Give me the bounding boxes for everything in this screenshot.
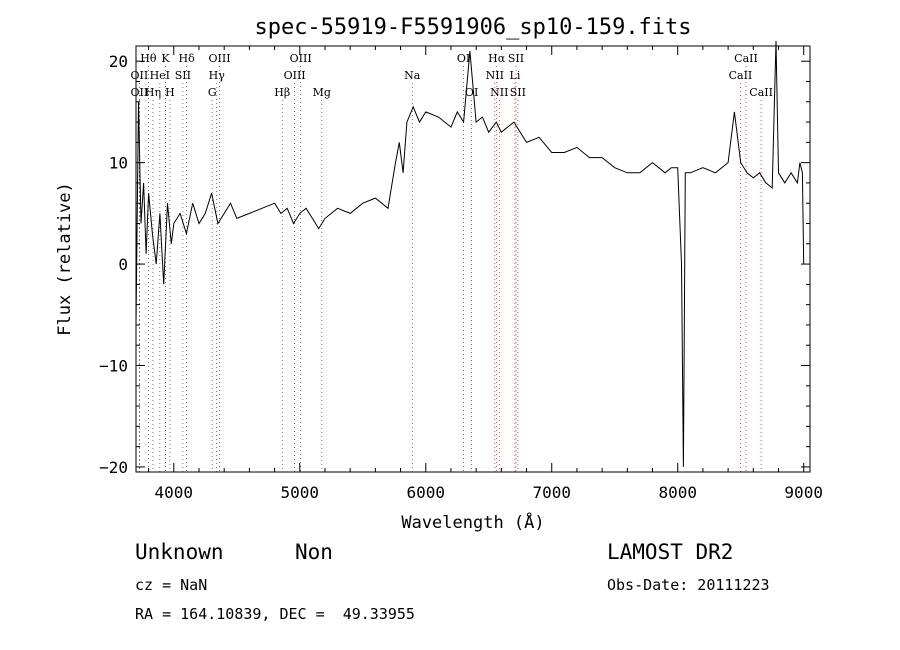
line-marker-label-9: OIII [208,52,230,65]
line-marker-label-8: H [165,86,175,99]
line-marker-label-11: G [208,86,217,99]
y-tick-label-1: −10 [99,357,128,376]
class-label: Unknown [135,540,224,564]
line-marker-label-17: OI [457,52,470,65]
line-marker-label-12: OIII [290,52,312,65]
line-marker-label-16: Na [404,69,421,82]
line-marker-label-13: OIII [284,69,306,82]
x-tick-label-1: 5000 [281,483,320,502]
survey-label: LAMOST DR2 [607,540,734,564]
x-tick-label-2: 6000 [406,483,445,502]
x-axis-label: Wavelength (Å) [401,511,544,533]
y-tick-label-4: 20 [109,52,128,71]
series-layer [135,40,805,467]
y-tick-label-0: −20 [99,458,128,477]
y-axis-label: Flux (relative) [55,182,75,336]
obs-date-label: Obs-Date: 20111223 [607,576,770,594]
line-marker-label-14: Hβ [274,86,290,99]
line-marker-label-7: Hη [145,86,161,99]
line-marker-label-23: NII [490,86,508,99]
cz-label: cz = NaN [135,576,208,594]
y-tick-label-3: 10 [109,154,128,173]
line-marker-label-25: CaII [734,52,758,65]
line-marker-label-3: OII [131,69,149,82]
subclass-label: Non [295,540,333,564]
line-marker-label-0: Hθ [140,52,157,65]
chart-title: spec-55919-F5591906_sp10-159.fits [254,15,691,40]
line-marker-label-5: SII [175,69,191,82]
y-tick-label-2: 0 [118,255,128,274]
line-marker-label-19: Hα [488,52,506,65]
line-marker-label-21: NII [486,69,504,82]
coordinates-label: RA = 164.10839, DEC = 49.33955 [135,605,415,623]
line-marker-label-20: SII [508,52,524,65]
line-marker-label-4: HeI [150,69,170,82]
line-marker-label-1: K [161,52,170,65]
line-marker-label-27: CaII [749,86,773,99]
x-tick-label-4: 8000 [658,483,697,502]
line-marker-label-22: Li [510,69,521,82]
axes: 4000 5000 6000 7000 8000 9000 −20 −10 0 10 20 [99,46,823,502]
x-tick-label-5: 9000 [784,483,823,502]
line-marker-label-15: Mg [313,86,331,99]
line-marker-label-2: Hδ [179,52,196,65]
x-tick-label-0: 4000 [155,483,194,502]
line-marker-label-10: Hγ [209,69,226,82]
line-marker-label-6: OII [131,86,149,99]
line-marker-label-24: SII [510,86,526,99]
line-marker-label-18: OI [465,86,478,99]
series-line-0 [135,40,805,467]
x-tick-label-3: 7000 [532,483,571,502]
line-marker-label-26: CaII [729,69,753,82]
plot-frame [135,45,811,473]
